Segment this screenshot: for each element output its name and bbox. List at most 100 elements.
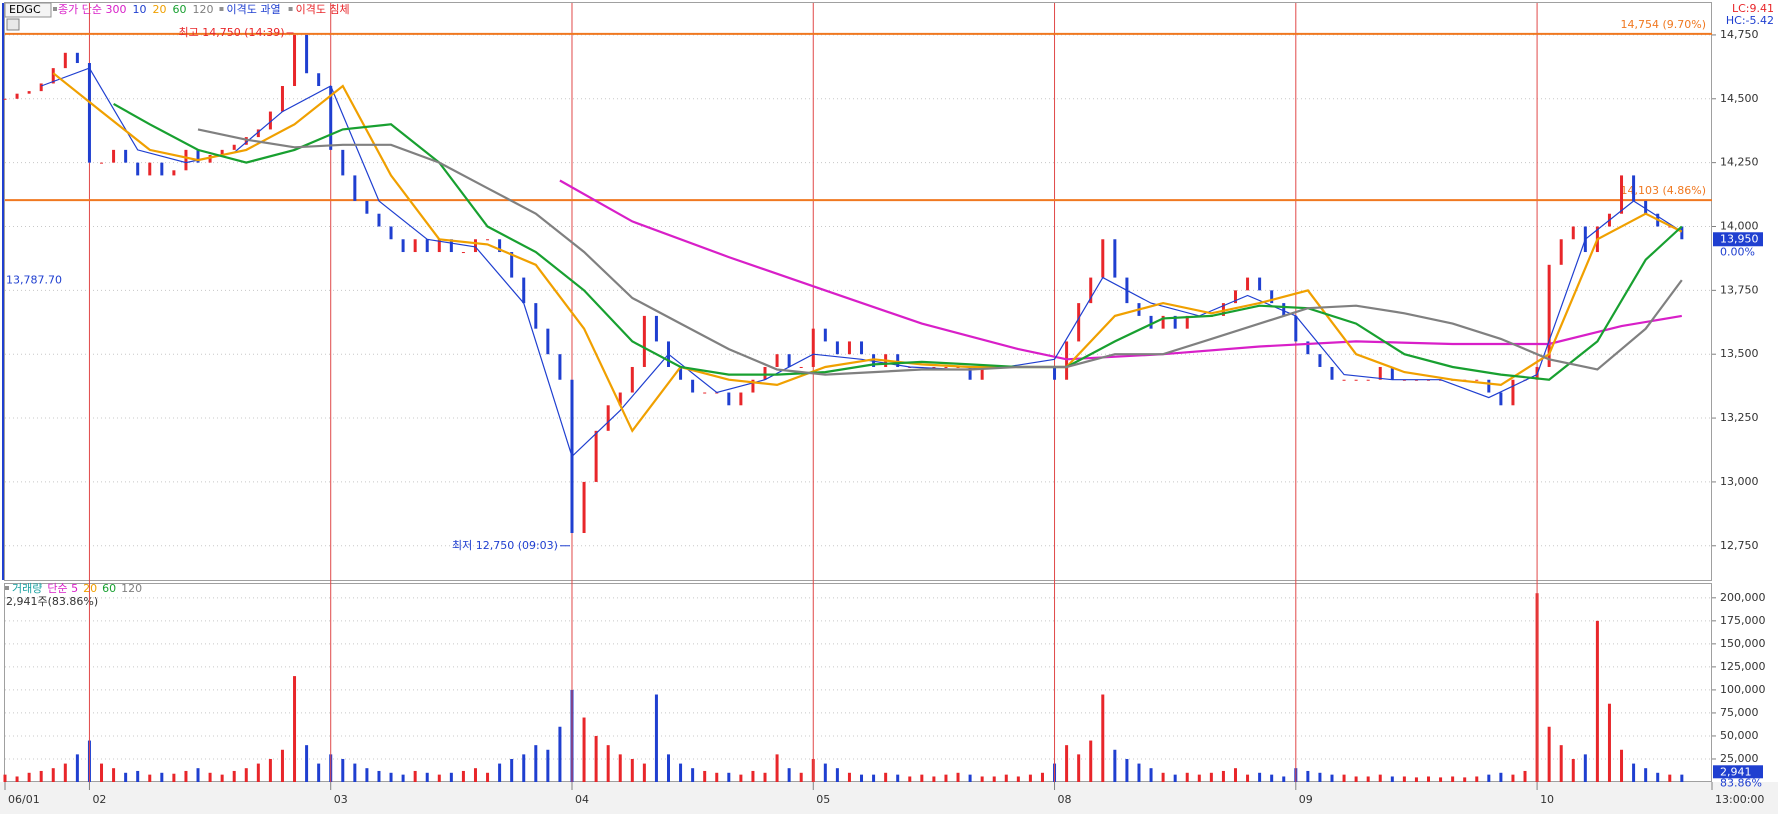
price-bar: [305, 34, 309, 74]
legend-entry: 종가 단순 300: [58, 3, 126, 16]
volume-bar: [461, 770, 465, 782]
price-bar: [944, 366, 948, 368]
volume-bar: [630, 758, 634, 782]
y-tick-label: 13,250: [1720, 411, 1759, 424]
volume-bar: [1185, 772, 1189, 782]
price-bar: [244, 137, 248, 145]
price-bar: [811, 328, 815, 367]
volume-bar: [1270, 774, 1274, 782]
price-bar: [1559, 239, 1563, 265]
current-change: 0.00%: [1720, 245, 1755, 258]
volume-bar: [184, 770, 188, 782]
price-bar: [63, 52, 67, 69]
y-tick-label: 12,750: [1720, 539, 1759, 552]
volume-bar: [715, 772, 719, 782]
volume-bar: [15, 776, 19, 782]
volume-bar: [642, 763, 646, 782]
volume-bar: [1583, 754, 1587, 782]
volume-bar: [1113, 749, 1117, 782]
annotation: 13,787.70: [6, 274, 62, 287]
price-bar: [1366, 379, 1370, 381]
price-bar: [473, 239, 477, 253]
price-bar: [1294, 315, 1298, 342]
price-bar: [124, 149, 128, 163]
price-bar: [486, 239, 490, 241]
annotation: 최고 14,750 (14:39): [179, 26, 285, 39]
price-bar: [1511, 379, 1515, 406]
price-bar: [1113, 239, 1117, 278]
current-volume-box: [1713, 765, 1763, 779]
price-bar: [872, 354, 876, 367]
price-bar: [220, 149, 224, 155]
volume-bar: [353, 763, 357, 782]
price-bar: [1487, 379, 1491, 393]
volume-bar: [401, 774, 405, 782]
volume-status: 2,941주(83.86%): [6, 595, 98, 608]
price-bar: [51, 68, 55, 84]
legend-entry: 20: [83, 582, 97, 595]
volume-bar: [1318, 772, 1322, 782]
volume-bar: [691, 768, 695, 782]
volume-bar: [1487, 774, 1491, 782]
price-bar: [1378, 366, 1382, 380]
volume-bar: [980, 776, 984, 782]
volume-bar: [293, 676, 297, 782]
volume-bar: [365, 768, 369, 782]
price-bar: [353, 175, 357, 201]
volume-bar: [1004, 774, 1008, 782]
price-bar: [956, 366, 960, 368]
price-bar: [100, 162, 104, 164]
price-bar: [932, 366, 936, 368]
volume-bar: [751, 770, 755, 782]
volume-bar: [1161, 772, 1165, 782]
price-bar: [522, 277, 526, 304]
price-bar: [389, 226, 393, 240]
price-bar: [510, 252, 514, 278]
symbol-box[interactable]: [4, 2, 52, 18]
current-price: 13,950: [1720, 232, 1759, 245]
legend-entry: 60: [172, 3, 186, 16]
price-bar: [437, 239, 441, 253]
y-tick-label: 200,000: [1720, 591, 1766, 604]
volume-bar: [944, 774, 948, 782]
moving-average-line: [52, 72, 1683, 433]
settings-icon[interactable]: [6, 18, 20, 31]
volume-bar: [1233, 768, 1237, 782]
volume-bar: [1620, 749, 1624, 782]
price-bar: [401, 239, 405, 253]
volume-bar: [136, 770, 140, 782]
volume-bar: [1221, 770, 1225, 782]
price-bar: [835, 341, 839, 355]
volume-bar: [172, 773, 176, 782]
legend-marker: [5, 586, 9, 590]
price-bar: [1221, 303, 1225, 316]
price-bar: [1644, 200, 1648, 214]
price-bar: [1547, 264, 1551, 367]
volume-bar: [1414, 777, 1418, 782]
volume-bar: [389, 772, 393, 782]
volume-bar: [256, 763, 260, 782]
indicator-entry: 이격도 과열: [226, 3, 280, 16]
price-bar: [87, 63, 91, 163]
price-bar: [823, 328, 827, 342]
y-tick-label: 13,000: [1720, 475, 1759, 488]
volume-bar: [1089, 740, 1093, 782]
price-bar: [618, 392, 622, 406]
volume-bar: [1149, 768, 1153, 782]
y-tick-label: 175,000: [1720, 614, 1766, 627]
price-bar: [1354, 379, 1358, 381]
volume-bar: [679, 763, 683, 782]
symbol: EDGC: [9, 3, 41, 16]
volume-bar: [787, 768, 791, 782]
volume-bar: [1065, 745, 1069, 782]
volume-bar: [486, 772, 490, 782]
volume-bar: [220, 774, 224, 782]
price-bar: [196, 149, 200, 163]
price-bar: [498, 239, 502, 253]
hc-label: HC:-5.42: [1726, 14, 1774, 27]
volume-bar: [534, 745, 538, 782]
price-bar: [1173, 315, 1177, 329]
volume-bar: [27, 772, 31, 782]
volume-bar: [280, 749, 284, 782]
